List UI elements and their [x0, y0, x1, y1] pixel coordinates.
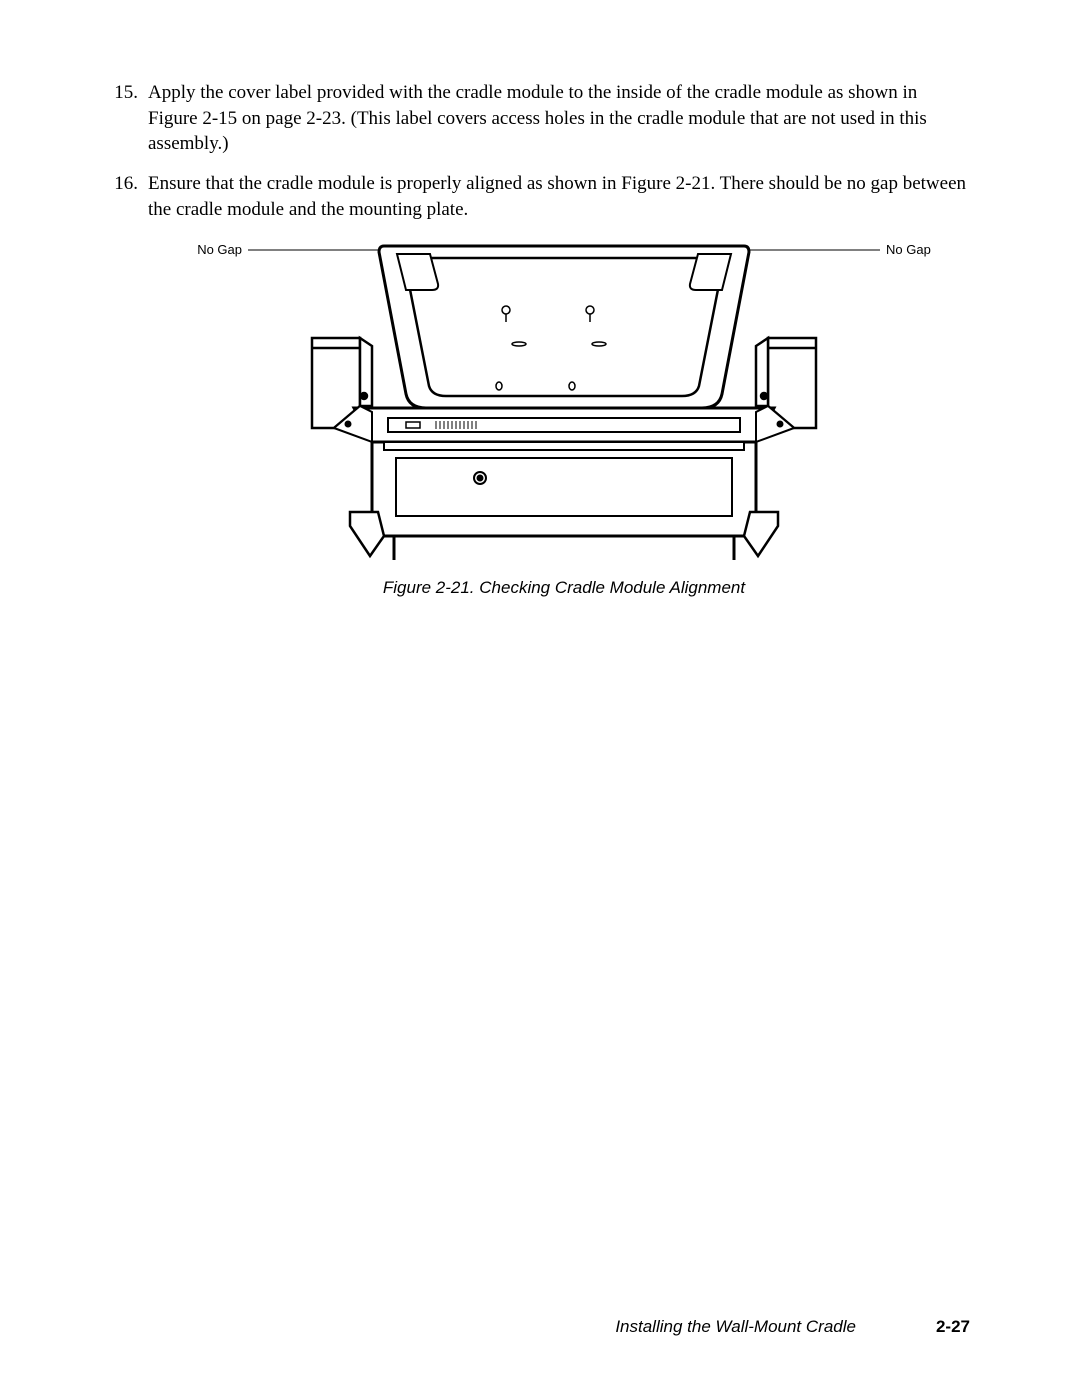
page-footer: Installing the Wall-Mount Cradle 2-27: [110, 1317, 970, 1337]
footer-section-title: Installing the Wall-Mount Cradle: [615, 1317, 856, 1337]
cradle-deck: [354, 408, 774, 442]
figure-block: No Gap No Gap: [158, 236, 970, 598]
list-item: 15. Apply the cover label provided with …: [110, 80, 970, 157]
footer-page-number: 2-27: [936, 1317, 970, 1337]
callout-left-text: No Gap: [197, 242, 242, 257]
figure-caption: Figure 2-21. Checking Cradle Module Alig…: [158, 578, 970, 598]
cradle-top-panel: [379, 246, 749, 408]
list-item-number: 16.: [110, 171, 148, 222]
page: 15. Apply the cover label provided with …: [0, 0, 1080, 1397]
list-item: 16. Ensure that the cradle module is pro…: [110, 171, 970, 222]
mounting-plate: [350, 442, 778, 560]
list-item-text: Ensure that the cradle module is properl…: [148, 171, 970, 222]
instruction-list: 15. Apply the cover label provided with …: [110, 80, 970, 222]
cradle-alignment-figure: No Gap No Gap: [184, 236, 944, 566]
list-item-number: 15.: [110, 80, 148, 157]
list-item-text: Apply the cover label provided with the …: [148, 80, 970, 157]
callout-right-text: No Gap: [886, 242, 931, 257]
